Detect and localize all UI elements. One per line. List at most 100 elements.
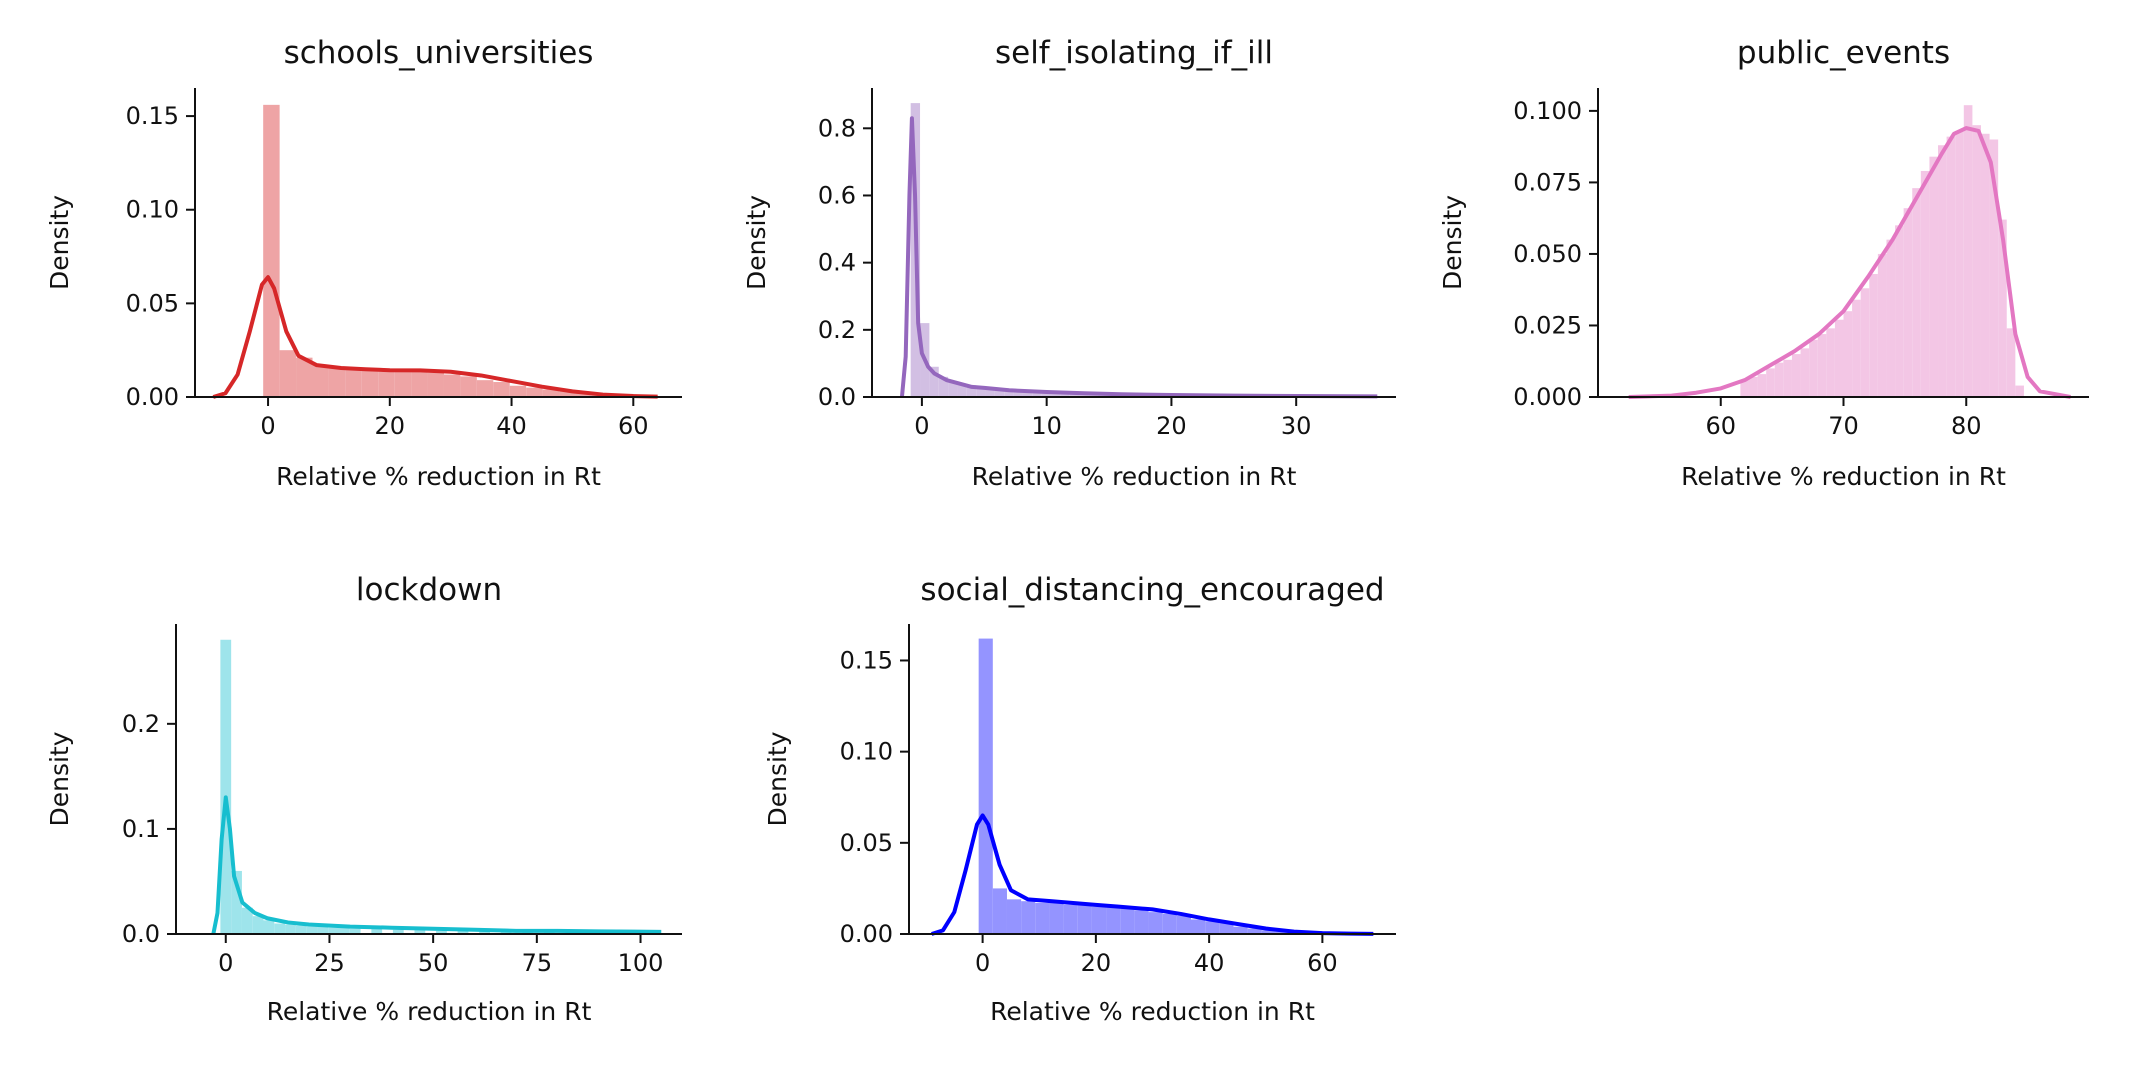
x-tick-label: 0 [218,949,233,977]
y-tick-label: 0.0 [122,920,160,948]
histogram-bar [1852,299,1861,397]
histogram-bar [1860,288,1870,397]
histogram-bar [328,927,339,934]
histogram-bar [231,870,242,934]
histogram-bar [1963,105,1973,398]
y-tick-label: 0.15 [840,646,893,674]
kde-curve [211,795,662,935]
histogram-bar [1069,393,1080,397]
histogram-bar [1191,919,1206,934]
histogram-bar [306,926,318,934]
histogram-bar [1049,903,1064,934]
histogram-bars [1740,105,2024,398]
y-tick-label: 0.2 [818,316,856,344]
panel-title: lockdown [356,572,502,608]
y-tick-label: 0.075 [1513,168,1582,196]
histogram-bar [1946,136,1956,397]
histogram-bar [542,389,560,397]
histogram-bar [1032,392,1042,397]
histogram-bar [371,928,383,934]
histogram-bar [1869,273,1878,397]
histogram-bar [976,386,986,397]
kde-curve [899,116,1378,399]
histogram-bar [1261,930,1276,934]
x-axis-label: Relative % reduction in Rt [267,997,592,1026]
histogram-bar [1903,208,1913,397]
x-tick-label: 80 [1951,412,1982,440]
histogram-bar [1079,394,1089,397]
histogram-bar [427,372,444,397]
histogram-bar [1060,393,1070,397]
y-tick-label: 0.00 [126,383,179,411]
histogram-bar [1843,311,1853,397]
y-tick-label: 0.1 [122,815,160,843]
histogram-bar [948,381,958,397]
histogram-bar [966,385,977,397]
histogram-bar [1021,901,1036,934]
histogram-bar [1219,923,1234,934]
histogram-bar [328,367,346,397]
x-tick-label: 20 [375,412,406,440]
histogram-bar [992,888,1007,934]
histogram-bar [1106,906,1121,934]
histogram-bar [220,639,232,934]
kde-curve [212,275,658,399]
histogram-bar [938,376,949,397]
histogram-bar [317,926,329,934]
y-axis-label: Density [742,195,771,290]
x-tick-label: 60 [1307,949,1338,977]
x-tick-label: 40 [1194,949,1225,977]
histogram-bar [1800,348,1810,397]
histogram-bar [1091,906,1107,934]
histogram-bar [1013,391,1023,397]
panel-title: social_distancing_encouraged [920,572,1384,608]
x-tick-label: 0 [975,949,990,977]
histogram-bar [1955,130,1964,398]
histogram-bar [1134,910,1149,934]
histogram-bar [1783,359,1792,397]
x-tick-label: 20 [1156,412,1187,440]
y-tick-label: 0.10 [126,196,179,224]
y-tick-label: 0.050 [1513,240,1582,268]
histogram-bar [575,393,592,397]
histogram-bar [1041,392,1052,397]
y-tick-label: 0.000 [1513,383,1582,411]
chart-panel-5: 0 20 40 60 0.00 0.05 0.10 0.15 social_distancing… [763,572,1396,1026]
y-tick-label: 0.4 [818,249,856,277]
histogram-bar [1826,328,1835,397]
histogram-bar [1120,908,1135,934]
x-tick-label: 100 [618,949,664,977]
histogram-bar [361,368,379,397]
histogram-bar [414,929,426,934]
histogram-bar [2006,328,2016,397]
y-tick-label: 0.0 [818,383,856,411]
x-tick-label: 0 [914,412,929,440]
y-axis-label: Density [763,731,792,826]
histogram-bar [1004,390,1014,397]
histogram-bar [263,920,275,934]
panel-title: public_events [1737,35,1950,71]
y-axis-label: Density [45,195,74,290]
x-tick-label: 75 [522,949,553,977]
histogram-bar [1989,139,1999,397]
y-tick-label: 0.05 [126,289,179,317]
x-tick-label: 20 [1081,949,1112,977]
histogram-bar [285,924,296,934]
x-axis-label: Relative % reduction in Rt [990,997,1315,1026]
histogram-bar [1972,125,1981,397]
histogram-bar [263,104,280,397]
histogram-bar [543,931,555,934]
histogram-bar [1176,915,1192,934]
histogram-bar [1817,334,1827,397]
histogram-bar [1097,394,1108,397]
kde-curve [931,813,1374,936]
histogram-bar [1938,145,1947,397]
histogram-bar [1051,393,1061,397]
histogram-bar [411,370,428,397]
histogram-bar [493,382,510,397]
histogram-bar [241,907,253,934]
histogram-bar [929,366,939,397]
histogram-bar [978,638,993,934]
histogram-bar [1205,921,1220,934]
